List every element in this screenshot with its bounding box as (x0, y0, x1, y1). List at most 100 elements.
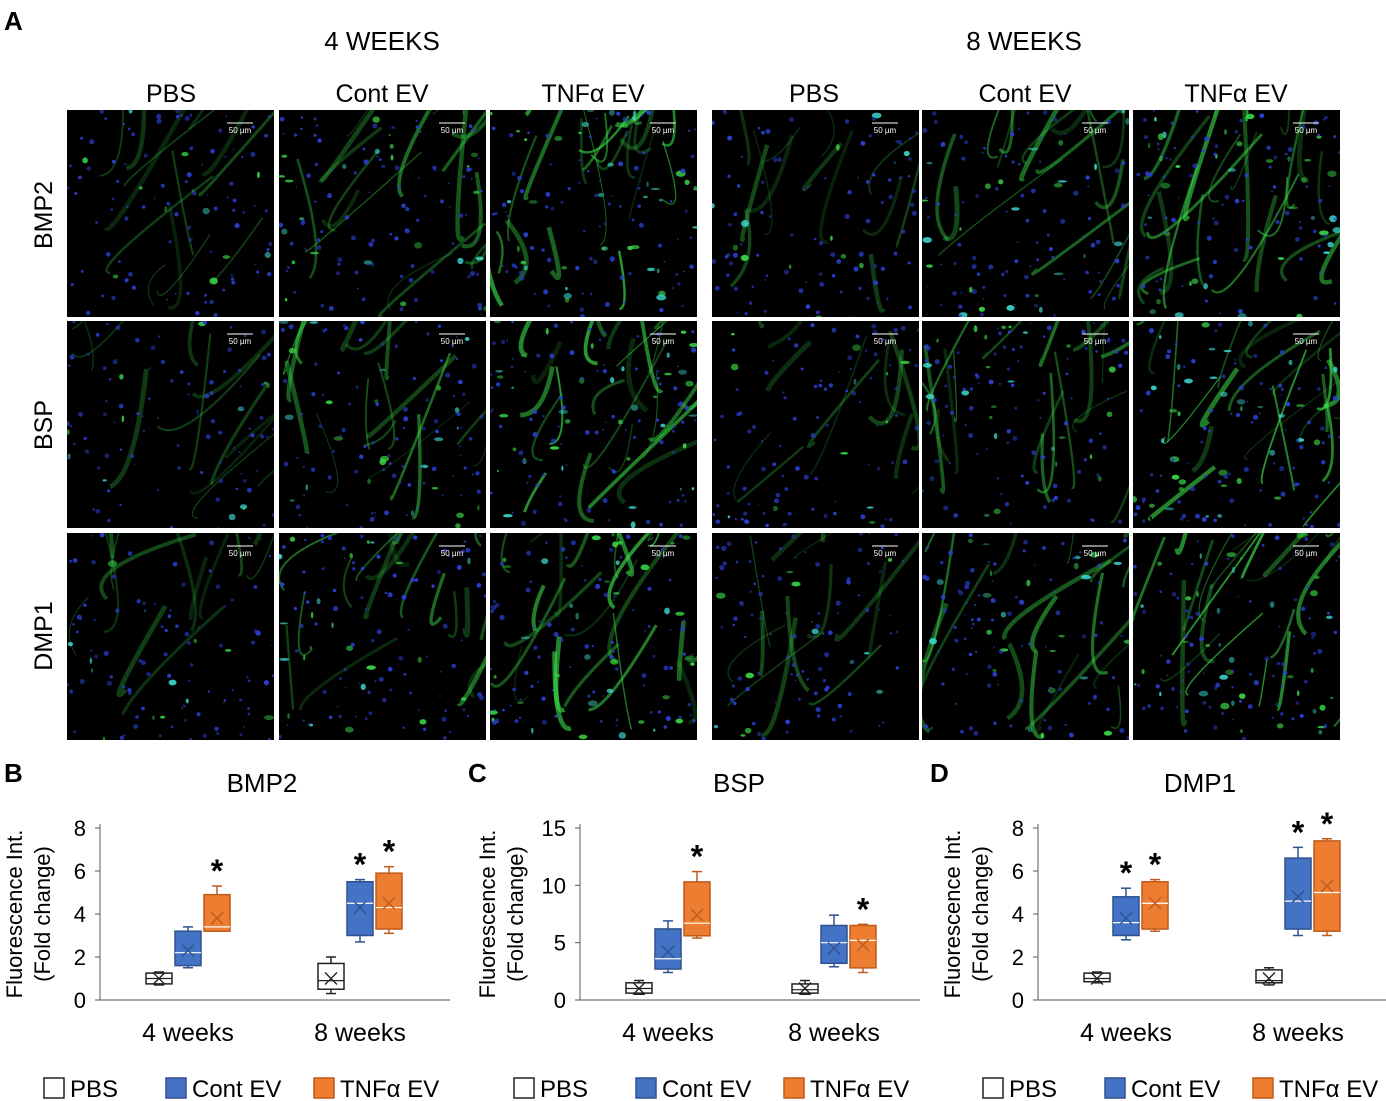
scale-bar-label: 50 µm (441, 126, 464, 135)
legend-swatch (513, 1077, 535, 1099)
legend-label: PBS (540, 1076, 588, 1101)
box-iqr (317, 962, 345, 991)
significance-marker: * (211, 853, 224, 889)
micrograph-tile: 50 µm (67, 110, 274, 317)
row-label: DMP1 (30, 601, 58, 670)
column-header: TNFα EV (1184, 80, 1288, 108)
y-tick-label: 2 (1012, 945, 1024, 970)
micrograph-tile: 50 µm (279, 533, 486, 740)
scale-bar-label: 50 µm (874, 549, 897, 558)
mean-marker (856, 938, 870, 952)
box-iqr (849, 924, 877, 969)
legend-item: PBS (43, 1076, 118, 1101)
mean-marker (827, 941, 841, 955)
x-category-label: 8 weeks (1252, 1019, 1344, 1047)
box-iqr (654, 928, 682, 970)
mean-marker (661, 945, 675, 959)
box-1-1 (820, 914, 848, 968)
box-1-1: * (346, 847, 374, 943)
micrograph-tile: 50 µm (712, 110, 919, 317)
box-iqr (1083, 972, 1111, 983)
mean-marker (181, 944, 195, 958)
scale-bar-label: 50 µm (652, 126, 675, 135)
panel-letter: B (4, 758, 23, 788)
micrograph-tile: 50 µm (490, 110, 697, 317)
box-iqr (1255, 969, 1283, 984)
scale-bar-label: 50 µm (229, 337, 252, 346)
legend-item: TNFα EV (1252, 1076, 1378, 1101)
scale-bar-label: 50 µm (1295, 126, 1318, 135)
mean-marker (690, 908, 704, 922)
y-tick-label: 8 (1012, 816, 1024, 841)
micrograph-tile: 50 µm (1133, 321, 1340, 528)
micrograph-tile: 50 µm (922, 321, 1129, 528)
scale-bar-label: 50 µm (874, 126, 897, 135)
y-axis-label-2: (Fold change) (503, 846, 528, 982)
y-axis-label-2: (Fold change) (968, 846, 993, 982)
legend-label: Cont EV (192, 1076, 281, 1101)
box-iqr (1141, 881, 1169, 930)
box-0-1 (317, 956, 345, 995)
y-tick-label: 0 (74, 988, 86, 1013)
legend-swatch (43, 1077, 65, 1099)
legend-label: TNFα EV (340, 1076, 439, 1101)
box-iqr (375, 872, 403, 930)
y-axis-label: Fluorescence Int. (940, 830, 965, 999)
scale-bar-label: 50 µm (1084, 337, 1107, 346)
legend-item: TNFα EV (783, 1076, 909, 1101)
y-tick-label: 10 (542, 873, 566, 898)
scale-bar-label: 50 µm (1295, 549, 1318, 558)
mean-marker (382, 896, 396, 910)
y-tick-label: 8 (74, 816, 86, 841)
legend-swatch (982, 1077, 1004, 1099)
legend-item: Cont EV (1104, 1076, 1220, 1101)
y-tick-label: 5 (554, 931, 566, 956)
significance-marker: * (383, 834, 396, 870)
legend-item: TNFα EV (313, 1076, 439, 1101)
micrograph-tile: 50 µm (922, 110, 1129, 317)
mean-marker (632, 982, 646, 996)
scale-bar-label: 50 µm (874, 337, 897, 346)
chart-bmp2: B BMP2 Fluorescence Int. (Fold change) 0 2 4 6 8… (2, 758, 450, 1101)
panel-letter: C (468, 758, 487, 788)
y-tick-label: 6 (74, 859, 86, 884)
x-category-label: 4 weeks (142, 1019, 234, 1047)
box-iqr (1284, 857, 1312, 930)
micrograph-tile: 50 µm (712, 321, 919, 528)
y-axis-label: Fluorescence Int. (475, 830, 500, 999)
y-tick-label: 2 (74, 945, 86, 970)
scale-bar-label: 50 µm (652, 549, 675, 558)
legend-item: PBS (513, 1076, 588, 1101)
box-2-0: * (203, 853, 231, 932)
x-category-label: 8 weeks (314, 1019, 406, 1047)
micrograph-tile: 50 µm (1133, 110, 1340, 317)
x-category-label: 8 weeks (788, 1019, 880, 1047)
box-2-0: * (683, 839, 711, 939)
legend-item: Cont EV (165, 1076, 281, 1101)
column-header: Cont EV (978, 80, 1071, 108)
significance-marker: * (1149, 847, 1162, 883)
box-1-0 (174, 926, 202, 969)
box-iqr (1112, 896, 1140, 937)
chart-bsp: C BSP Fluorescence Int. (Fold change) 0 5 10 15… (468, 758, 920, 1101)
box-0-1 (1255, 967, 1283, 986)
legend-swatch (635, 1077, 657, 1099)
micrograph-tile: 50 µm (922, 533, 1129, 740)
legend-swatch (783, 1077, 805, 1099)
micrograph-tile: 50 µm (67, 533, 274, 740)
column-header: PBS (789, 80, 839, 108)
box-2-1: * (849, 891, 877, 974)
panel-letter-a: A (4, 6, 23, 36)
legend-label: Cont EV (662, 1076, 751, 1101)
micrograph-tile: 50 µm (67, 321, 274, 528)
y-axis-label-2: (Fold change) (30, 846, 55, 982)
y-tick-label: 4 (74, 902, 86, 927)
mean-marker (324, 972, 338, 985)
micrograph-tile: 50 µm (279, 321, 486, 528)
micrograph-tile: 50 µm (490, 533, 697, 740)
y-tick-label: 0 (1012, 988, 1024, 1013)
significance-marker: * (1321, 806, 1334, 842)
row-labels: BMP2 BSP DMP1 (30, 181, 58, 671)
chart-title: DMP1 (1164, 768, 1236, 798)
scale-bar-label: 50 µm (229, 126, 252, 135)
